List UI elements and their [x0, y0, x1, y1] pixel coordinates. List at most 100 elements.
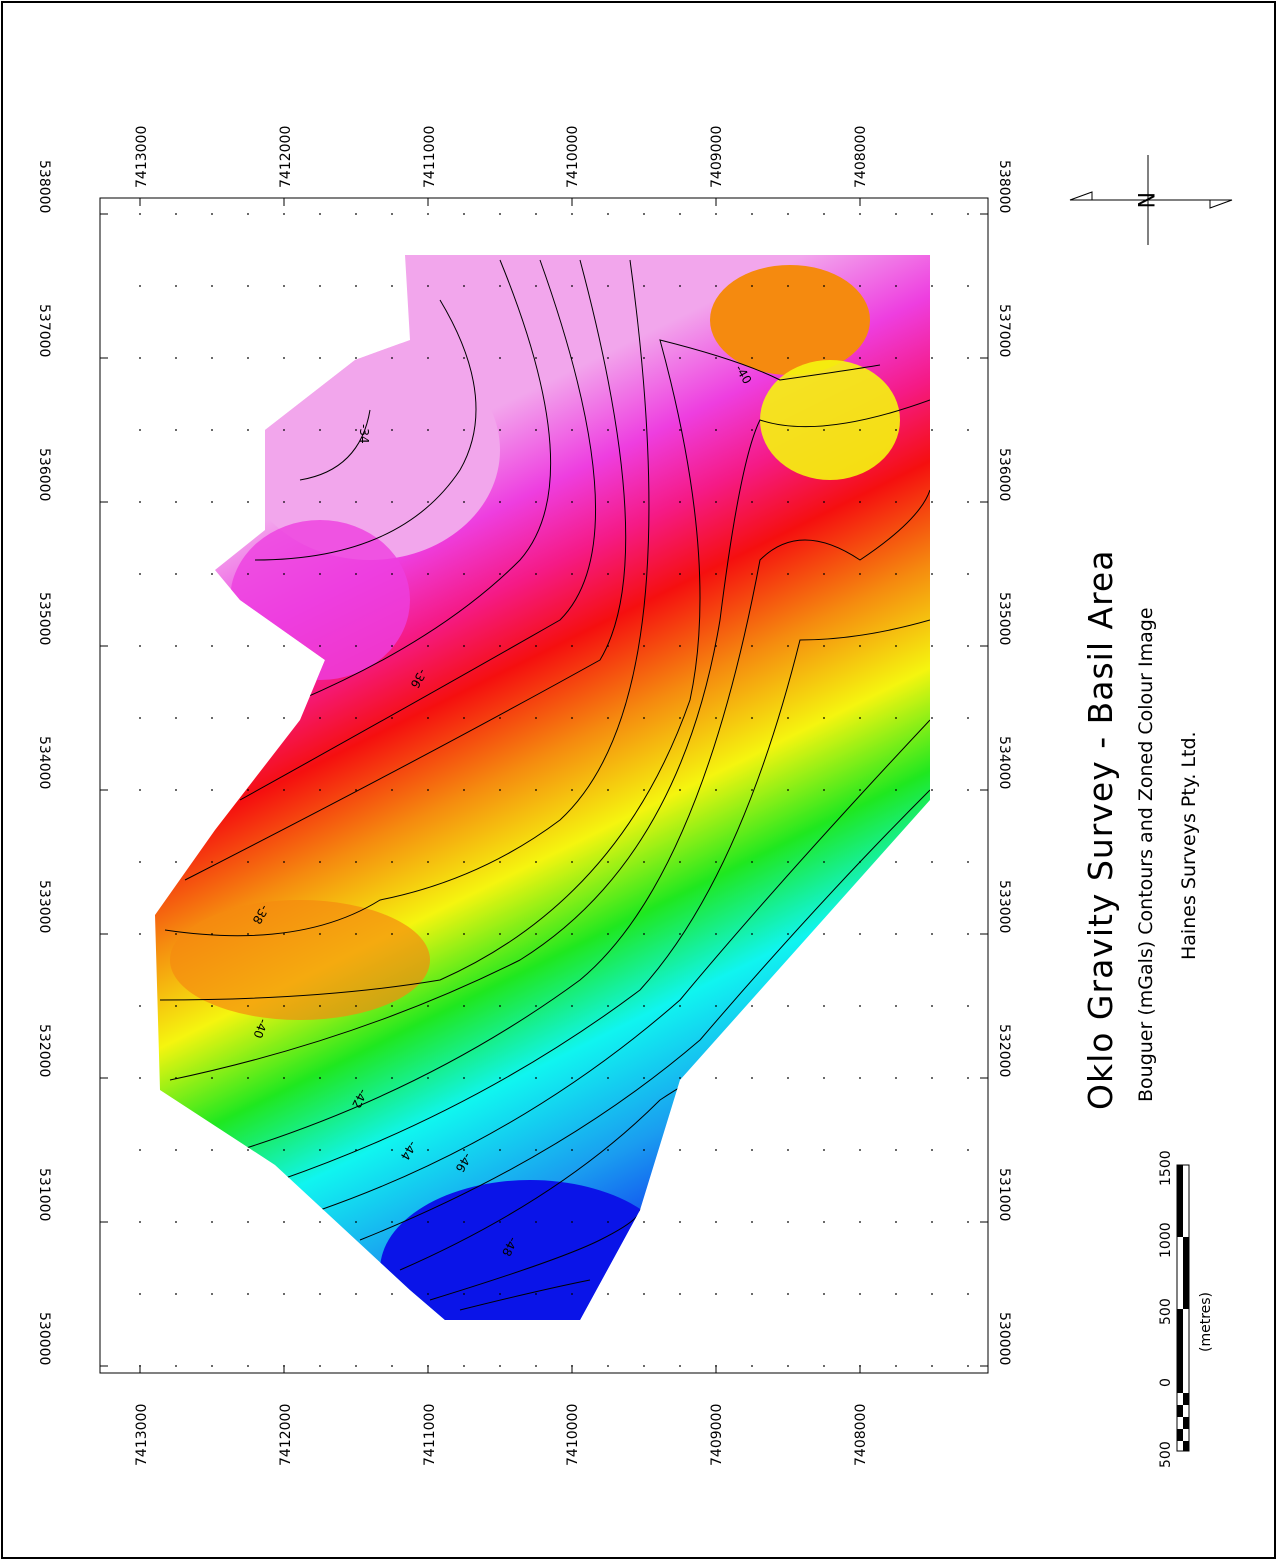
- grid-dot: [715, 1293, 717, 1295]
- grid-dot: [535, 1221, 537, 1223]
- grid-dot: [427, 717, 429, 719]
- grid-dot: [427, 1149, 429, 1151]
- grid-dot: [679, 933, 681, 935]
- grid-dot: [391, 861, 393, 863]
- grid-dot: [319, 645, 321, 647]
- orange-west-lobe: [170, 900, 430, 1020]
- grid-dot: [427, 429, 429, 431]
- grid-dot: [643, 285, 645, 287]
- grid-dot: [535, 1005, 537, 1007]
- grid-dot: [463, 717, 465, 719]
- grid-dot: [967, 1005, 969, 1007]
- grid-dot: [463, 1005, 465, 1007]
- scale-bar-tick-label: 0: [1158, 1378, 1174, 1387]
- grid-dot: [931, 501, 933, 503]
- grid-dot: [319, 1221, 321, 1223]
- grid-dot: [175, 789, 177, 791]
- north-arrow-tail-icon: [1209, 199, 1233, 209]
- grid-dot: [499, 573, 501, 575]
- northing-label-top: 7412000: [278, 126, 294, 188]
- grid-dot: [283, 285, 285, 287]
- grid-dot: [139, 357, 141, 359]
- grid-dot: [355, 717, 357, 719]
- grid-dot: [463, 789, 465, 791]
- grid-dot: [823, 789, 825, 791]
- grid-dot: [643, 357, 645, 359]
- grid-dot: [787, 717, 789, 719]
- pink-high-zone: [240, 340, 500, 560]
- grid-dot: [319, 1365, 321, 1367]
- northing-label-bottom: 7409000: [709, 1404, 725, 1466]
- grid-dot: [931, 429, 933, 431]
- grid-dot: [679, 1005, 681, 1007]
- grid-dot: [247, 1005, 249, 1007]
- grid-dot: [643, 1149, 645, 1151]
- grid-dot: [283, 1149, 285, 1151]
- easting-label-left: 537000: [36, 304, 52, 357]
- grid-dot: [607, 357, 609, 359]
- grid-dot: [823, 1149, 825, 1151]
- grid-dot: [283, 717, 285, 719]
- grid-dot: [247, 789, 249, 791]
- easting-label-right: 535000: [996, 592, 1012, 645]
- grid-dot: [931, 285, 933, 287]
- grid-dot: [139, 789, 141, 791]
- grid-dot: [823, 357, 825, 359]
- grid-dot: [859, 501, 861, 503]
- grid-dot: [175, 1293, 177, 1295]
- northing-label-bottom: 7411000: [422, 1404, 438, 1466]
- grid-dot: [643, 1365, 645, 1367]
- company-name: Haines Surveys Pty. Ltd.: [1178, 731, 1200, 960]
- easting-label-left: 533000: [36, 880, 52, 933]
- northing-label-bottom: 7413000: [134, 1404, 150, 1466]
- grid-dot: [751, 1149, 753, 1151]
- grid-dot: [139, 861, 141, 863]
- grid-dot: [643, 717, 645, 719]
- grid-dot: [859, 645, 861, 647]
- grid-dot: [571, 285, 573, 287]
- easting-label-left: 534000: [36, 736, 52, 789]
- grid-dot: [535, 789, 537, 791]
- grid-dot: [607, 213, 609, 215]
- grid-dot: [607, 1365, 609, 1367]
- grid-dot: [283, 861, 285, 863]
- grid-dot: [607, 429, 609, 431]
- grid-dot: [607, 789, 609, 791]
- grid-dot: [787, 1365, 789, 1367]
- grid-dot: [823, 1293, 825, 1295]
- grid-dot: [283, 429, 285, 431]
- grid-dot: [139, 1077, 141, 1079]
- northing-label-bottom: 7410000: [565, 1404, 581, 1466]
- grid-dot: [571, 213, 573, 215]
- easting-label-left: 530000: [36, 1312, 52, 1365]
- grid-dot: [607, 1149, 609, 1151]
- grid-dot: [859, 933, 861, 935]
- grid-dot: [391, 1005, 393, 1007]
- grid-dot: [571, 357, 573, 359]
- grid-dot: [679, 1077, 681, 1079]
- grid-dot: [319, 1077, 321, 1079]
- grid-dot: [139, 429, 141, 431]
- grid-dot: [571, 573, 573, 575]
- grid-dot: [787, 1077, 789, 1079]
- grid-dot: [895, 501, 897, 503]
- grid-dot: [679, 1221, 681, 1223]
- grid-dot: [751, 933, 753, 935]
- yellow-zone: [760, 360, 900, 480]
- grid-dot: [859, 1077, 861, 1079]
- grid-dot: [175, 357, 177, 359]
- grid-dot: [967, 357, 969, 359]
- tick-marks: [100, 198, 988, 1373]
- grid-dot: [643, 429, 645, 431]
- grid-dot: [427, 645, 429, 647]
- grid-dot: [967, 933, 969, 935]
- grid-dot: [751, 1365, 753, 1367]
- grid-dot: [355, 1221, 357, 1223]
- grid-dot: [571, 645, 573, 647]
- grid-dot: [391, 789, 393, 791]
- grid-dot: [463, 861, 465, 863]
- grid-dot: [787, 213, 789, 215]
- grid-dot: [859, 213, 861, 215]
- grid-dot: [535, 861, 537, 863]
- grid-dot: [391, 1221, 393, 1223]
